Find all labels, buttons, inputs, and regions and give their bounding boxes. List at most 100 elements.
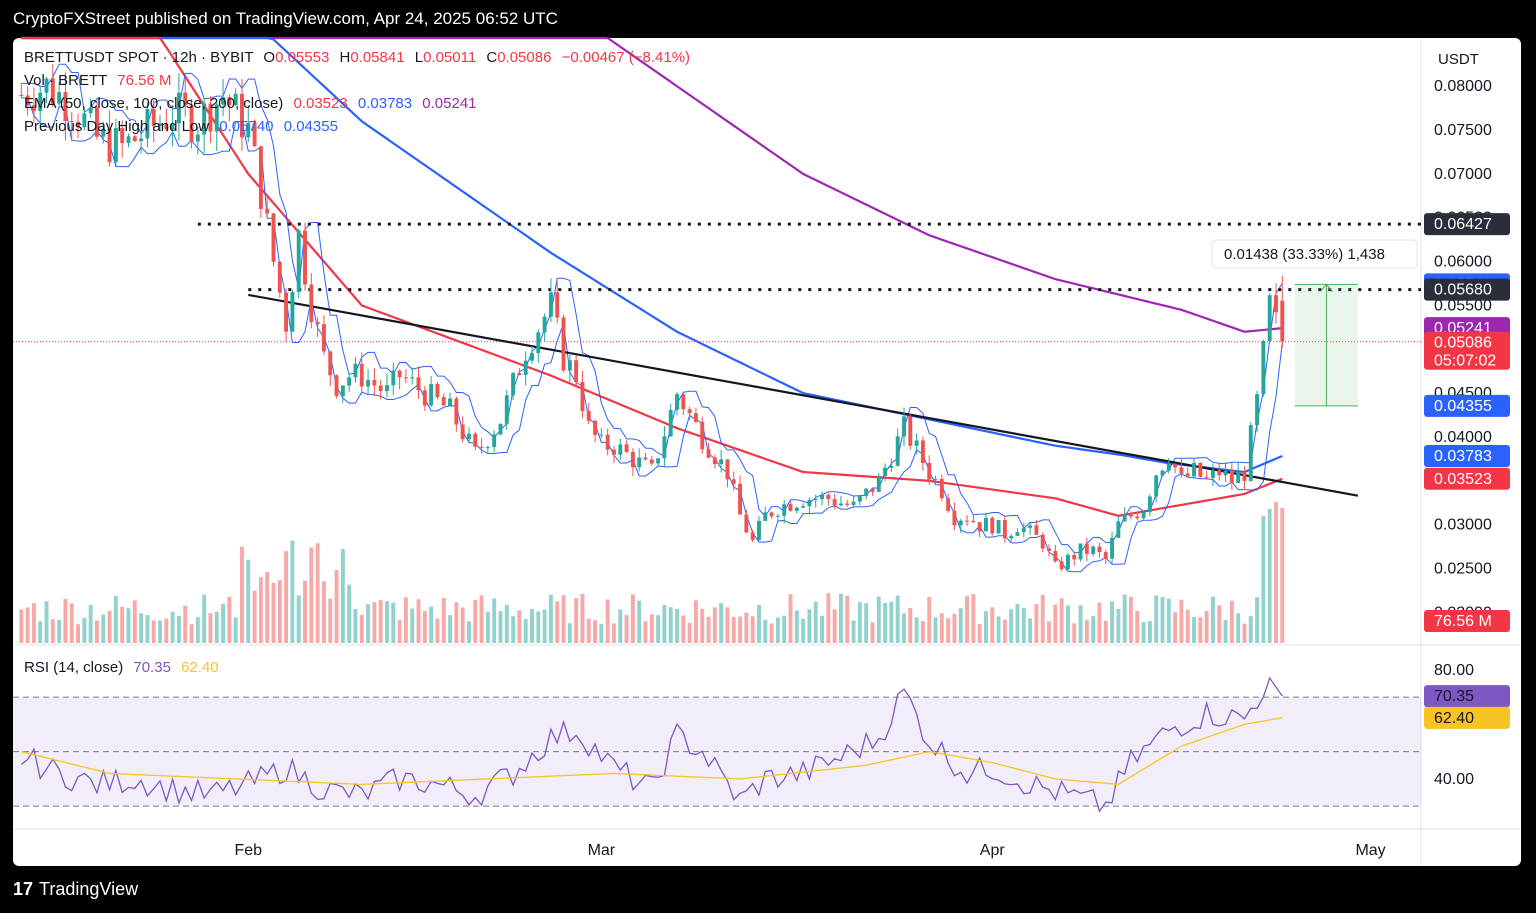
volume-bar — [454, 602, 459, 643]
volume-bar — [920, 621, 925, 643]
candle-body — [1179, 467, 1184, 474]
price-tag-bg — [1424, 467, 1510, 490]
volume-bar — [31, 603, 36, 643]
candle-body — [946, 498, 951, 511]
volume-bar — [1065, 605, 1070, 643]
volume-bar — [258, 577, 263, 643]
svg-text:Vol · BRETT 76.56 M: Vol · BRETT 76.56 M — [24, 72, 171, 89]
volume-bar — [504, 604, 509, 643]
volume-bar — [76, 624, 81, 643]
volume-bar — [693, 600, 698, 643]
candle-body — [687, 409, 692, 414]
volume-bar — [599, 623, 604, 643]
candle-body — [1009, 535, 1014, 539]
volume-bar — [195, 617, 200, 643]
published-header: CryptoFXStreet published on TradingView.… — [0, 0, 1536, 38]
volume-bar — [1192, 617, 1196, 643]
legend-low: 0.05011 — [423, 49, 476, 66]
candle-body — [744, 514, 749, 533]
candle-body — [605, 434, 610, 450]
candle-body — [908, 416, 913, 446]
candle-body — [1223, 470, 1228, 476]
volume-bar — [170, 611, 175, 643]
candle-body — [876, 475, 881, 492]
volume-bar — [1059, 598, 1064, 643]
volume-bar — [50, 619, 55, 643]
candle-body — [1204, 476, 1209, 478]
price-tag-bg — [1424, 444, 1510, 467]
volume-bar — [845, 595, 850, 643]
volume-bar — [1204, 610, 1209, 643]
price-tick-label: 0.03000 — [1434, 517, 1492, 534]
volume-bar — [530, 608, 534, 643]
candle-body — [845, 503, 850, 505]
candle-body — [158, 123, 162, 126]
candle-body — [984, 517, 988, 532]
volume-bar — [933, 617, 938, 643]
candle-body — [637, 457, 642, 468]
currency-label[interactable]: USDT — [1438, 51, 1479, 68]
candle-body — [883, 467, 888, 476]
rsi-ma-line — [21, 717, 1283, 786]
price-tag: 0.03523 — [1434, 471, 1492, 488]
volume-bar — [719, 603, 724, 643]
candle-body — [857, 495, 862, 502]
candle-body — [460, 424, 465, 440]
previous-day-high-low — [21, 63, 1283, 573]
volume-bar — [643, 621, 648, 643]
candle-body — [265, 208, 270, 214]
candle-body — [284, 292, 289, 332]
volume-bar — [113, 596, 118, 643]
candle-body — [366, 379, 371, 387]
volume-bar — [668, 607, 673, 643]
candle-body — [1173, 463, 1178, 468]
candle-body — [1229, 470, 1234, 484]
candle-body — [76, 121, 81, 128]
price-tag-bg — [1424, 610, 1510, 632]
volume-bar — [1110, 601, 1115, 643]
candle-body — [555, 292, 560, 318]
volume-bar — [183, 605, 188, 643]
price-tag-bg — [1424, 394, 1510, 417]
svg-text:Previous Day High and Low: Previous Day High and Low 0.05740 0.0435… — [24, 118, 338, 135]
candle-body — [1267, 295, 1272, 341]
candle-body — [1242, 471, 1247, 481]
candle-body — [725, 459, 730, 480]
candle-body — [548, 292, 553, 317]
volume-bar — [25, 607, 30, 643]
candle-body — [719, 459, 724, 465]
candle-body — [1248, 425, 1253, 481]
volume-bar — [19, 609, 24, 643]
volume-bar — [788, 594, 793, 643]
candle-body — [195, 134, 200, 142]
candle-body — [1021, 527, 1026, 533]
svg-text:EMA (50, close, 100, close, 20: EMA (50, close, 100, close, 200, close) … — [24, 95, 477, 112]
volume-bar — [240, 546, 244, 643]
candle-body — [296, 230, 301, 293]
price-tags: 0.064270.057400.056800.052410.0508605:07… — [1424, 213, 1510, 729]
candle-body — [593, 420, 598, 435]
volume-bar — [95, 620, 99, 643]
candle-body — [1097, 546, 1102, 553]
volume-bar — [813, 601, 818, 643]
rsi-value: 70.35 — [133, 659, 171, 676]
time-tick-label: May — [1355, 842, 1385, 859]
volume-bar — [69, 603, 74, 643]
volume-bar — [952, 613, 957, 643]
rsi-pane — [13, 676, 1421, 813]
volume-bar — [687, 622, 692, 643]
volume-bar — [479, 595, 484, 643]
ema-lines — [21, 36, 1283, 517]
volume-bar — [164, 618, 169, 643]
volume-bar — [1198, 617, 1203, 643]
candle-body — [101, 128, 106, 137]
price-tag: 0.05680 — [1434, 282, 1492, 299]
candle-body — [498, 423, 503, 435]
volume-bar — [927, 596, 932, 643]
volume-bar — [567, 623, 572, 643]
candle-body — [574, 360, 579, 383]
candle-body — [113, 128, 118, 163]
candle-body — [1028, 525, 1033, 528]
volume-bar — [939, 613, 944, 643]
